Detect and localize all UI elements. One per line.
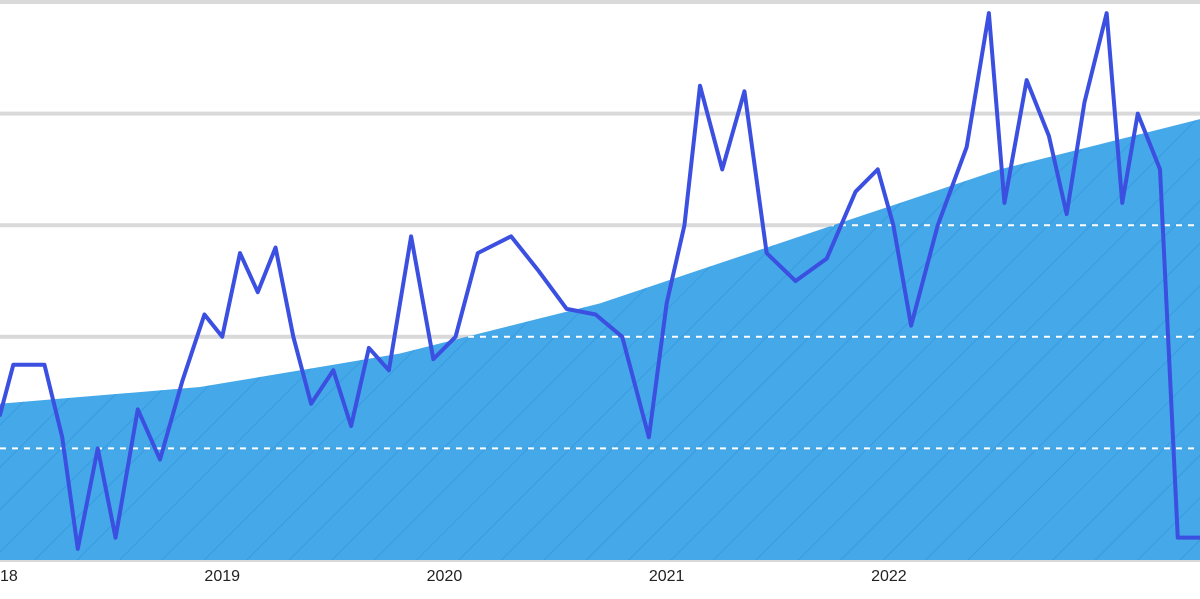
chart-svg — [0, 0, 1200, 599]
x-tick-label: 2018 — [0, 568, 18, 586]
x-tick-label: 2021 — [649, 568, 685, 586]
x-tick-label: 2019 — [204, 568, 240, 586]
trend-chart: 2018 2019 2020 2021 2022 — [0, 0, 1200, 599]
x-tick-label: 2022 — [871, 568, 907, 586]
x-tick-label: 2020 — [427, 568, 463, 586]
area-hatch — [0, 119, 1200, 560]
